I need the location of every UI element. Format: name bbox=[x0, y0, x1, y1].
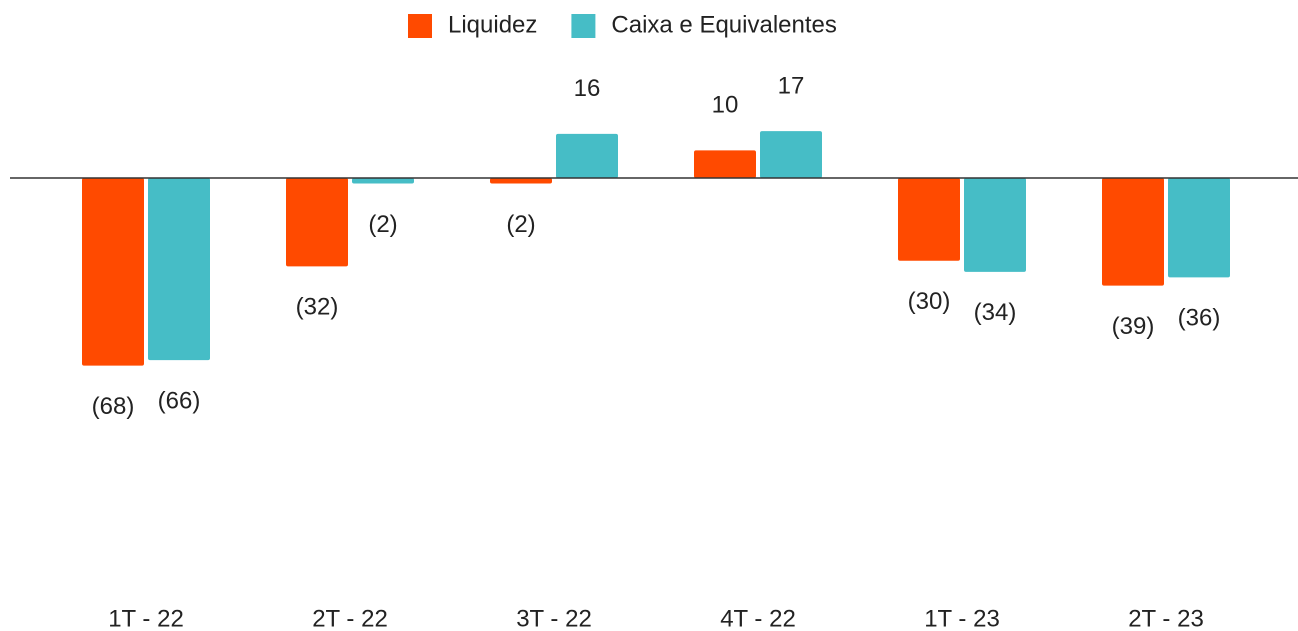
value-label: (2) bbox=[506, 211, 535, 238]
value-label: (68) bbox=[92, 393, 135, 420]
value-label: (36) bbox=[1178, 305, 1221, 332]
bar bbox=[898, 178, 960, 261]
value-label: (30) bbox=[908, 288, 951, 315]
value-label: (32) bbox=[296, 294, 339, 321]
bar bbox=[82, 178, 144, 366]
bar bbox=[1168, 178, 1230, 278]
value-label: (2) bbox=[368, 211, 397, 238]
value-label: (66) bbox=[158, 388, 201, 415]
bar bbox=[760, 131, 822, 178]
x-tick-label: 1T - 22 bbox=[108, 605, 184, 631]
bar bbox=[964, 178, 1026, 272]
value-label: 10 bbox=[712, 92, 739, 119]
bar bbox=[286, 178, 348, 267]
x-tick-label: 2T - 22 bbox=[312, 605, 388, 631]
bar bbox=[694, 150, 756, 178]
bar bbox=[490, 178, 552, 184]
bar bbox=[352, 178, 414, 184]
bar bbox=[1102, 178, 1164, 286]
x-tick-label: 3T - 22 bbox=[516, 605, 592, 631]
legend-label: Caixa e Equivalentes bbox=[611, 11, 836, 38]
bar bbox=[148, 178, 210, 361]
bar bbox=[556, 133, 618, 178]
value-label: (34) bbox=[974, 299, 1017, 326]
legend-label: Liquidez bbox=[448, 11, 537, 38]
x-tick-label: 4T - 22 bbox=[720, 605, 796, 631]
legend-swatch bbox=[571, 14, 596, 38]
value-label: 16 bbox=[574, 75, 601, 102]
x-tick-label: 2T - 23 bbox=[1128, 605, 1204, 631]
x-tick-label: 1T - 23 bbox=[924, 605, 1000, 631]
value-label: (39) bbox=[1112, 313, 1155, 340]
value-label: 17 bbox=[778, 72, 805, 99]
legend-swatch bbox=[408, 14, 432, 38]
